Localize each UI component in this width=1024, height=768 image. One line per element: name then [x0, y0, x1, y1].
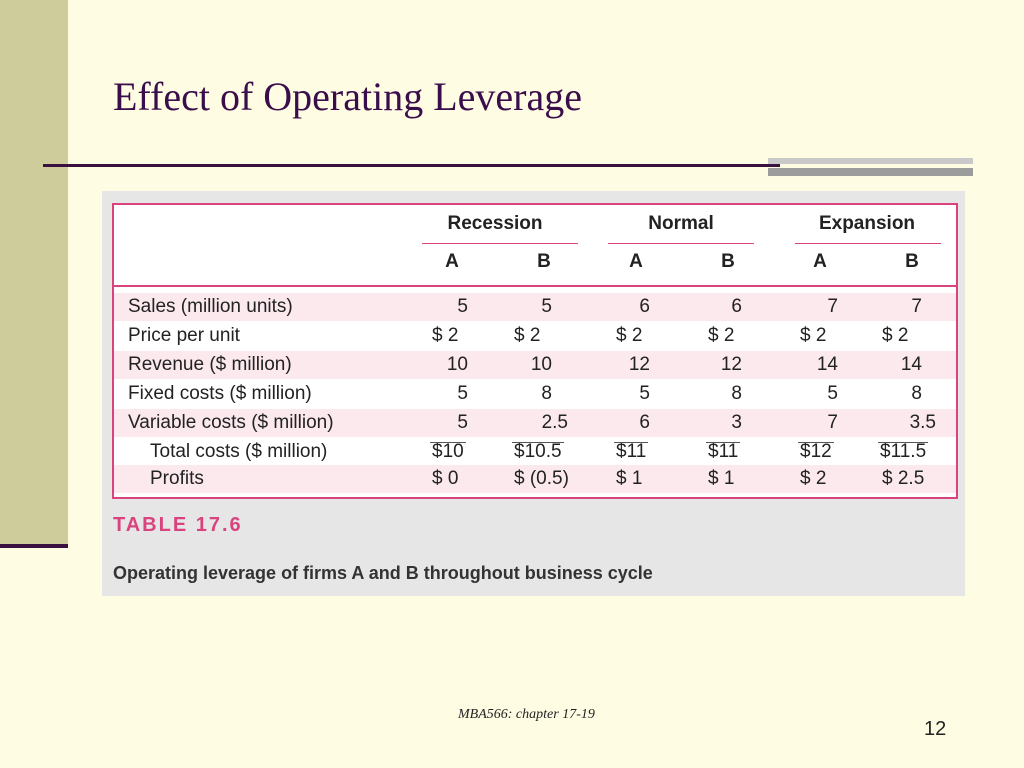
firm-header: B: [537, 251, 551, 272]
table-row: Variable costs ($ million) 5 2.5 6 3 7 3…: [114, 409, 956, 437]
table-cell: $10: [430, 441, 466, 462]
table-row: Sales (million units) 5 5 6 6 7 7: [114, 293, 956, 321]
firm-header: A: [629, 251, 643, 272]
table-caption: Operating leverage of firms A and B thro…: [113, 563, 653, 583]
period-underline: [422, 243, 578, 244]
table-cell: $ 1: [708, 468, 735, 489]
table-cell: 8: [541, 383, 552, 404]
table-cell: $ 2: [616, 325, 643, 346]
firm-header: A: [445, 251, 459, 272]
firm-header: B: [905, 251, 919, 272]
table-cell: $12: [798, 441, 834, 462]
table-cell: $ 2: [432, 325, 459, 346]
table-row: Price per unit $ 2 $ 2 $ 2 $ 2 $ 2 $ 2: [114, 322, 956, 350]
table-cell: $ 2.5: [882, 468, 925, 489]
table-cell: 8: [911, 383, 922, 404]
title-rule: [43, 164, 780, 167]
row-label: Total costs ($ million): [150, 441, 328, 462]
table-cell: 6: [639, 296, 650, 317]
table-cell: 6: [731, 296, 742, 317]
period-underline: [795, 243, 941, 244]
left-decor-band: [0, 0, 68, 545]
table-cell: $ 2: [882, 325, 909, 346]
table-cell: 3.5: [909, 412, 936, 433]
firm-header: A: [813, 251, 827, 272]
table-cell: 10: [530, 354, 552, 375]
table-cell: 5: [827, 383, 838, 404]
table-cell: $ (0.5): [514, 468, 569, 489]
table-cell: $11: [705, 441, 741, 462]
table-row: Revenue ($ million) 10 10 12 12 14 14: [114, 351, 956, 379]
page-number: 12: [924, 718, 947, 740]
table-cell: 14: [900, 354, 922, 375]
table-row: Profits $ 0 $ (0.5) $ 1 $ 1 $ 2 $ 2.5: [114, 465, 956, 493]
table-cell: 5: [457, 296, 468, 317]
table-cell: 6: [639, 412, 650, 433]
table-cell: $ 0: [432, 468, 459, 489]
table-cell: 14: [816, 354, 838, 375]
row-label: Revenue ($ million): [128, 354, 292, 375]
row-label: Variable costs ($ million): [128, 412, 334, 433]
left-decor-rule: [0, 544, 68, 548]
table-cell: $11: [613, 441, 649, 462]
period-header-normal: Normal: [648, 213, 714, 234]
period-underline: [608, 243, 754, 244]
firm-header: B: [721, 251, 735, 272]
table-cell: $ 2: [800, 468, 827, 489]
data-table: Recession Normal Expansion A B A B A B S…: [112, 203, 958, 499]
header-rule: [114, 285, 956, 287]
table-row: Fixed costs ($ million) 5 8 5 8 5 8: [114, 380, 956, 408]
row-label: Profits: [150, 468, 204, 489]
table-cell: 5: [457, 383, 468, 404]
table-cell: 7: [827, 296, 838, 317]
table-cell: 5: [639, 383, 650, 404]
table-cell: 10: [446, 354, 468, 375]
table-cell: $ 2: [708, 325, 735, 346]
table-cell: 5: [457, 412, 468, 433]
table-cell: $ 2: [514, 325, 541, 346]
table-cell: $ 2: [800, 325, 827, 346]
table-cell: 12: [628, 354, 650, 375]
table-cell: 2.5: [541, 412, 568, 433]
table-row: Total costs ($ million) $10 $10.5 $11 $1…: [114, 438, 956, 466]
table-cell: 8: [731, 383, 742, 404]
table-number: TABLE 17.6: [113, 514, 243, 536]
row-label: Fixed costs ($ million): [128, 383, 312, 404]
row-label: Sales (million units): [128, 296, 293, 317]
table-cell: 5: [541, 296, 552, 317]
table-cell: $10.5: [512, 441, 564, 462]
title-rule-accent: [768, 158, 973, 180]
table-cell: 7: [827, 412, 838, 433]
table-cell: 7: [911, 296, 922, 317]
period-header-expansion: Expansion: [818, 213, 916, 234]
slide-footer: MBA566: chapter 17-19: [458, 707, 595, 722]
table-cell: $ 1: [616, 468, 643, 489]
table-cell: $11.5: [877, 441, 929, 462]
period-header-recession: Recession: [447, 213, 543, 234]
row-label: Price per unit: [128, 325, 240, 346]
table-cell: 12: [720, 354, 742, 375]
table-cell: 3: [731, 412, 742, 433]
slide-title: Effect of Operating Leverage: [113, 74, 583, 119]
